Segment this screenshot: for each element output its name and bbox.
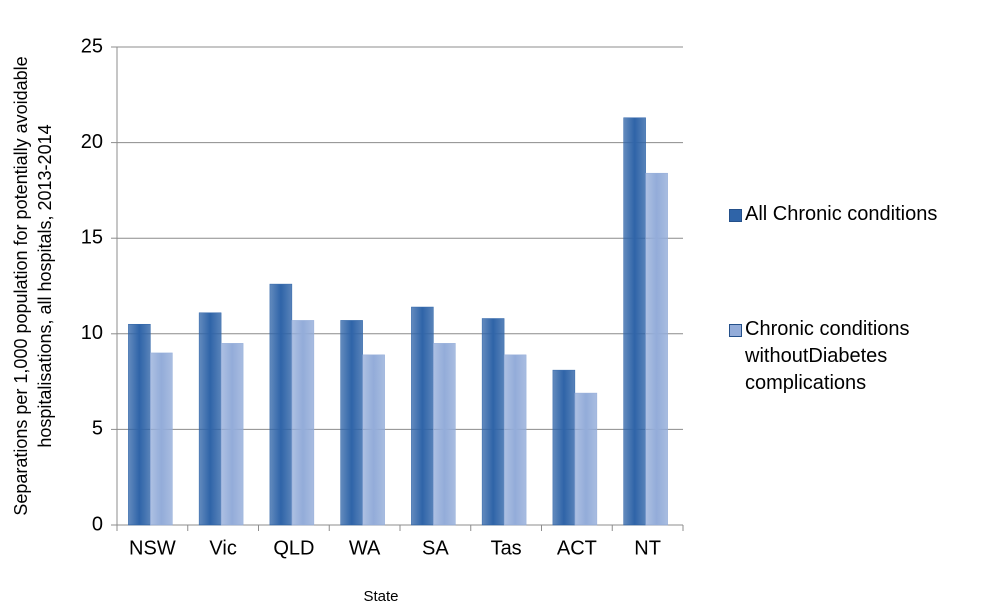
bar	[645, 172, 668, 526]
x-tick-label: Tas	[491, 537, 522, 559]
x-axis-label: State	[363, 588, 398, 605]
legend-label: All Chronic conditions	[745, 203, 938, 225]
y-tick-label: 15	[81, 226, 103, 248]
bar	[340, 320, 363, 526]
bar	[411, 306, 434, 526]
y-tick-label: 10	[81, 322, 103, 344]
x-tick-label: ACT	[557, 537, 597, 559]
y-axis-label-line: Separations per 1,000 population for pot…	[11, 56, 31, 515]
bar	[198, 312, 222, 526]
bar	[220, 343, 244, 526]
bar	[291, 320, 315, 526]
x-tick-label: SA	[422, 537, 449, 559]
legend-label: Chronic conditions withoutDiabetes compl…	[745, 318, 910, 394]
bar	[503, 354, 527, 526]
y-axis-label-line: hospitalisations, all hospitals, 2013-20…	[35, 124, 55, 447]
legend-swatch	[729, 324, 742, 337]
bar	[128, 323, 151, 526]
x-tick-label: WA	[349, 537, 381, 559]
x-tick-label: Vic	[209, 537, 236, 559]
bar	[623, 117, 646, 526]
x-tick-label: QLD	[273, 537, 314, 559]
y-tick-label: 5	[92, 418, 103, 440]
x-tick-label: NSW	[129, 537, 176, 559]
bar	[150, 352, 173, 526]
legend-item: All Chronic conditions	[729, 201, 981, 228]
bar	[574, 392, 598, 526]
bar	[433, 343, 456, 526]
bar	[481, 318, 505, 526]
legend-item: Chronic conditions withoutDiabetes compl…	[729, 316, 981, 397]
y-tick-label: 0	[92, 513, 103, 535]
y-tick-label: 25	[81, 35, 103, 57]
y-axis-label: Separations per 1,000 population for pot…	[11, 56, 55, 515]
x-tick-label: NT	[634, 537, 661, 559]
y-tick-label: 20	[81, 131, 103, 153]
legend-swatch	[729, 209, 742, 222]
bar	[552, 369, 576, 526]
bar	[269, 283, 293, 526]
bar	[362, 354, 385, 526]
